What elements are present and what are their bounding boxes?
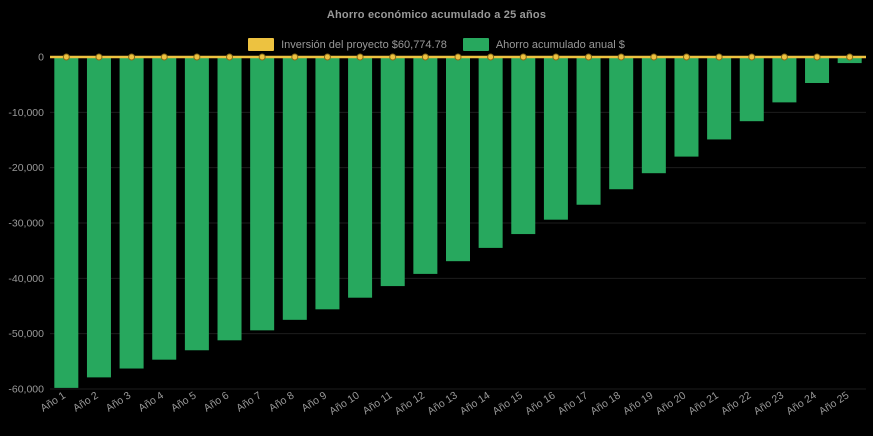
x-axis-label: Año 4	[136, 389, 166, 414]
bar	[707, 57, 732, 140]
bar	[86, 57, 111, 378]
bar	[348, 57, 373, 298]
legend-item-investment: Inversión del proyecto $60,774.78	[248, 38, 447, 51]
bar	[446, 57, 470, 262]
line-marker	[780, 53, 788, 61]
x-axis-label: Año 16	[523, 389, 558, 417]
investment-swatch	[248, 38, 275, 51]
y-axis-label: -40,000	[8, 273, 44, 285]
x-axis-label: Año 11	[361, 389, 395, 417]
x-axis-label: Año 8	[267, 389, 297, 414]
x-axis-label: Año 22	[719, 389, 754, 417]
x-axis-label: Año 7	[234, 389, 264, 414]
x-axis-label: Año 20	[654, 389, 689, 417]
bar	[543, 57, 568, 220]
bar	[119, 57, 144, 369]
line-marker	[454, 53, 462, 61]
line-marker	[487, 53, 495, 61]
line-marker	[715, 53, 723, 61]
x-axis-label: Año 19	[621, 389, 656, 417]
y-axis-label: -30,000	[8, 218, 44, 230]
bar	[674, 57, 699, 157]
x-axis-label: Año 15	[490, 389, 525, 417]
line-marker	[748, 53, 756, 61]
x-axis-label: Año 24	[784, 389, 819, 417]
line-marker	[226, 53, 234, 61]
line-marker	[258, 53, 266, 61]
line-marker	[356, 53, 364, 61]
bar	[282, 57, 307, 320]
line-marker	[617, 53, 625, 61]
x-axis-label: Año 10	[327, 389, 362, 417]
bar	[413, 57, 438, 274]
line-marker	[193, 53, 201, 61]
line-marker	[682, 53, 690, 61]
line-marker	[323, 53, 331, 61]
bar	[641, 57, 666, 174]
legend-label-investment: Inversión del proyecto $60,774.78	[281, 38, 447, 51]
chart-legend: Inversión del proyecto $60,774.78 Ahorro…	[0, 38, 873, 51]
line-marker	[650, 53, 658, 61]
bar	[380, 57, 405, 287]
line-marker	[421, 53, 429, 61]
chart-title: Ahorro económico acumulado a 25 años	[326, 9, 547, 21]
x-axis-label: Año 17	[556, 389, 591, 417]
x-axis-label: Año 3	[104, 389, 134, 414]
line-marker	[389, 53, 397, 61]
x-axis-label: Año 2	[71, 389, 101, 414]
x-axis-label: Año 9	[300, 389, 330, 414]
bar	[315, 57, 340, 310]
x-axis-label: Año 13	[425, 389, 460, 417]
bar	[511, 57, 536, 235]
line-marker	[160, 53, 168, 61]
bar	[54, 57, 79, 388]
y-axis-label: -60,000	[8, 384, 44, 396]
line-marker	[62, 53, 70, 61]
x-axis-label: Año 5	[169, 389, 199, 414]
line-marker	[291, 53, 299, 61]
legend-item-savings: Ahorro acumulado anual $	[462, 38, 625, 51]
bar	[739, 57, 764, 122]
line-marker	[552, 53, 560, 61]
bar	[576, 57, 601, 205]
y-axis-label: 0	[38, 52, 44, 64]
bar	[184, 57, 209, 351]
y-axis-label: -50,000	[8, 328, 44, 340]
bar	[217, 57, 242, 341]
line-marker	[95, 53, 103, 61]
y-axis-label: -10,000	[8, 107, 44, 119]
x-axis-label: Año 14	[458, 389, 493, 417]
bar	[478, 57, 503, 248]
line-marker	[846, 53, 854, 61]
line-marker	[128, 53, 136, 61]
x-axis-label: Año 12	[393, 389, 428, 417]
x-axis-label: Año 21	[686, 389, 721, 417]
x-axis-label: Año 23	[752, 389, 787, 417]
x-axis-label: Año 25	[817, 389, 852, 417]
y-axis-label: -20,000	[8, 162, 44, 174]
bar	[772, 57, 797, 103]
x-axis-label: Año 6	[202, 389, 232, 414]
bar	[609, 57, 634, 190]
bar	[250, 57, 275, 331]
line-marker	[519, 53, 527, 61]
bar	[805, 57, 830, 84]
legend-label-savings: Ahorro acumulado anual $	[495, 38, 625, 51]
x-axis-label: Año 18	[588, 389, 623, 417]
line-marker	[813, 53, 821, 61]
savings-swatch	[462, 38, 489, 51]
line-marker	[585, 53, 593, 61]
bar	[152, 57, 177, 360]
